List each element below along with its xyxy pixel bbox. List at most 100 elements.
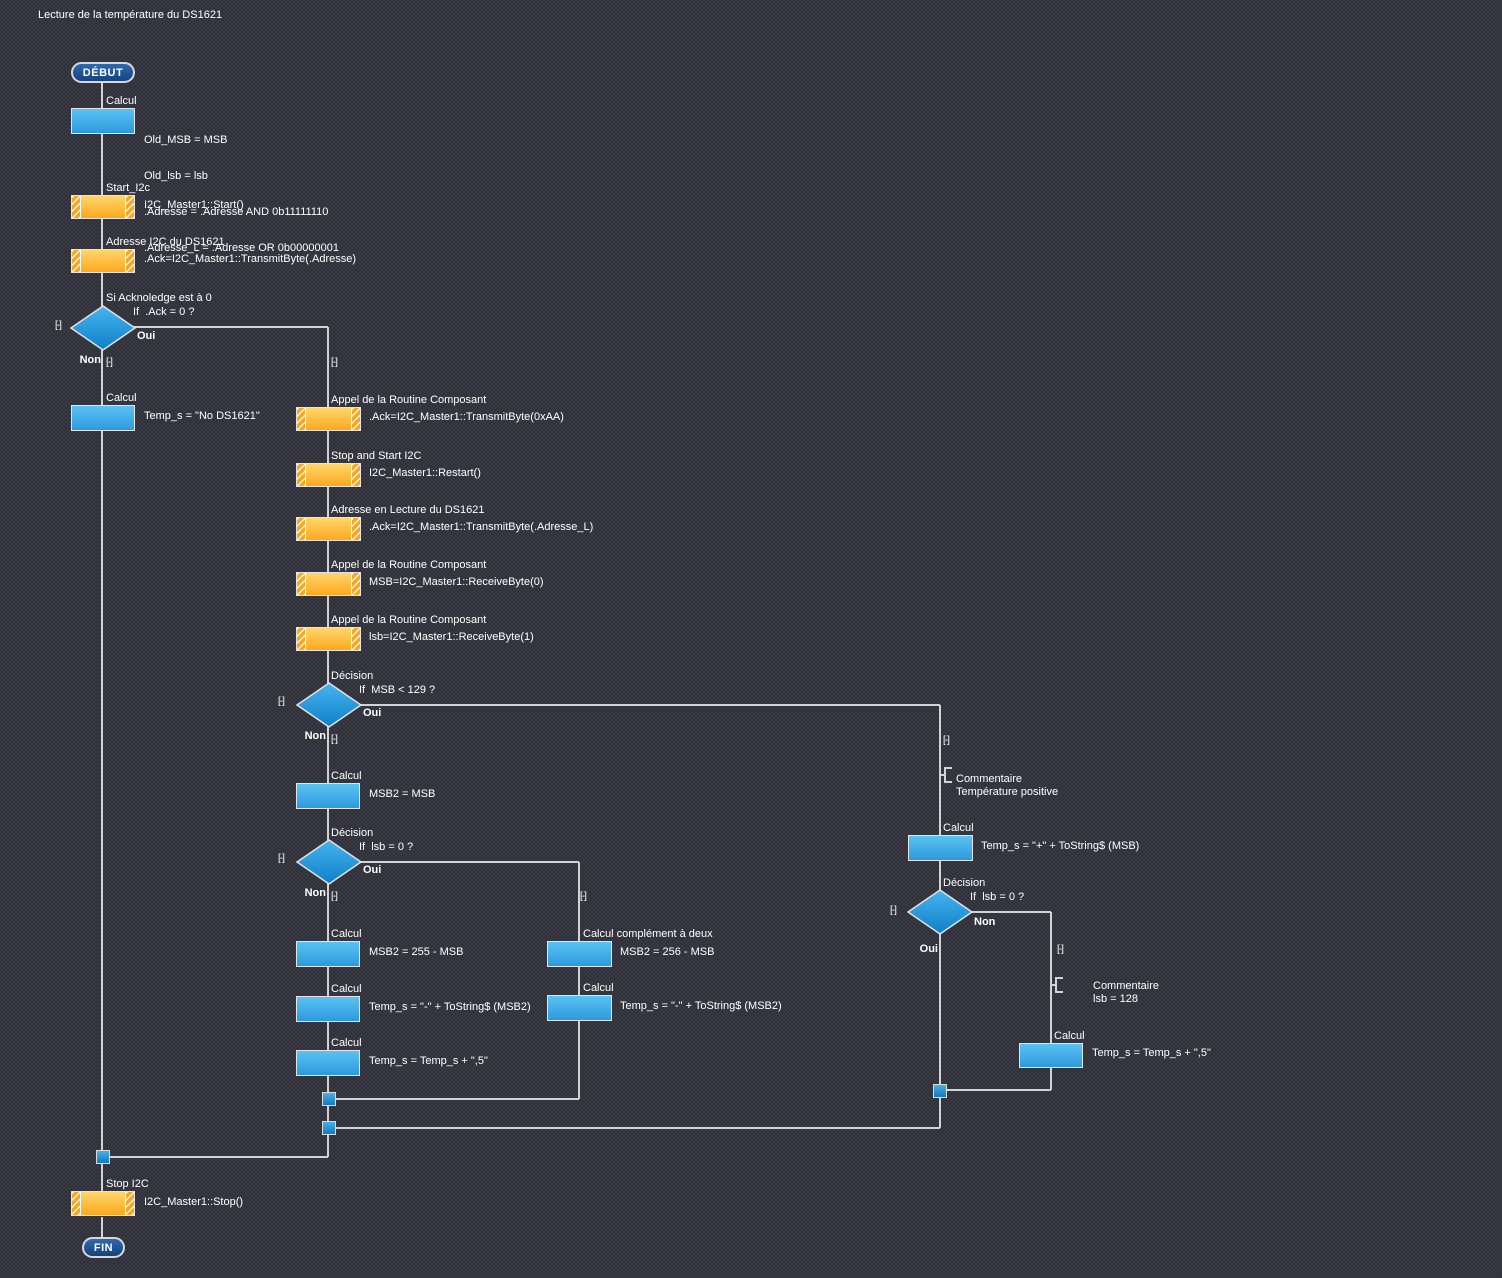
node-label: Calcul — [943, 822, 974, 834]
flow-line — [327, 726, 329, 783]
decision-lsb-neg-diamond[interactable] — [295, 839, 363, 885]
call-aa-box[interactable] — [296, 407, 361, 431]
branch-non: Non — [974, 916, 996, 928]
calc-half-right-box[interactable] — [1019, 1043, 1083, 1068]
flow-line — [327, 487, 329, 518]
node-label: Appel de la Routine Composant — [331, 559, 487, 571]
node-label: Calcul complément à deux — [583, 928, 713, 940]
node-text: Old_MSB = MSB Old_lsb = lsb .Adresse = .… — [144, 110, 339, 278]
calc-half-left-box[interactable] — [296, 1050, 360, 1076]
flow-line — [327, 883, 329, 942]
decision-condition: If MSB < 129 ? — [359, 684, 436, 696]
calc-no-ds-box[interactable] — [71, 405, 135, 431]
collapse-toggle[interactable]: [-] — [580, 891, 587, 902]
decision-condition: If .Ack = 0 ? — [133, 306, 195, 318]
collapse-toggle[interactable]: [-] — [55, 320, 62, 331]
branch-non: Non — [79, 354, 101, 366]
start-terminator[interactable]: DÉBUT — [71, 62, 135, 83]
node-label: Si Acknoledge est à 0 — [106, 292, 212, 304]
decision-condition: If lsb = 0 ? — [970, 891, 1025, 903]
node-label: Appel de la Routine Composant — [331, 614, 487, 626]
node-label: Calcul — [106, 392, 137, 404]
node-text: Temp_s = Temp_s + ",5" — [369, 1055, 488, 1067]
flow-line — [946, 1089, 1051, 1091]
recv-lsb-box[interactable] — [296, 627, 361, 651]
collapse-toggle[interactable]: [-] — [278, 696, 285, 707]
flow-line — [327, 431, 329, 463]
collapse-toggle[interactable]: [-] — [331, 734, 338, 745]
flow-line — [327, 967, 329, 996]
node-text: Temp_s = "+" + ToString$ (MSB) — [981, 840, 1140, 852]
comment-tick — [1051, 984, 1056, 986]
collapse-toggle[interactable]: [-] — [331, 891, 338, 902]
node-text: .Ack=I2C_Master1::TransmitByte(.Adresse) — [144, 253, 357, 265]
decision-condition: If lsb = 0 ? — [359, 841, 414, 853]
flow-line — [327, 541, 329, 573]
end-terminator[interactable]: FIN — [82, 1237, 125, 1258]
flow-line — [939, 705, 941, 836]
stop-i2c-box[interactable] — [71, 1191, 135, 1216]
decision-lsb-pos-diamond[interactable] — [906, 889, 974, 935]
node-text: I2C_Master1::Restart() — [369, 467, 481, 479]
flow-line — [101, 349, 103, 406]
comment-text: Température positive — [956, 786, 1059, 798]
flow-line — [939, 1097, 941, 1128]
decision-msb-diamond[interactable] — [295, 682, 363, 728]
decision-ack-diamond[interactable] — [69, 305, 137, 351]
calc-255-box[interactable] — [296, 941, 360, 967]
comment-tick — [940, 774, 945, 776]
collapse-toggle[interactable]: [-] — [943, 735, 950, 746]
comment-label: Commentaire — [956, 773, 1023, 785]
node-text: MSB2 = 255 - MSB — [369, 946, 464, 958]
comment-text: lsb = 128 — [1093, 993, 1138, 1005]
flow-line — [327, 809, 329, 841]
flow-line — [327, 327, 329, 408]
recv-msb-box[interactable] — [296, 572, 361, 596]
node-label: Stop and Start I2C — [331, 450, 422, 462]
flow-line — [578, 1021, 580, 1099]
collapse-toggle[interactable]: [-] — [278, 853, 285, 864]
calc-neg-str2-box[interactable] — [547, 995, 612, 1021]
comment-icon[interactable] — [1055, 977, 1063, 993]
merge-point — [933, 1084, 947, 1098]
restart-box[interactable] — [296, 463, 361, 487]
addr-read-box[interactable] — [296, 517, 361, 541]
flow-line — [327, 596, 329, 628]
start-i2c-box[interactable] — [71, 195, 135, 219]
calc-neg-str-box[interactable] — [296, 996, 360, 1022]
node-label: Décision — [331, 827, 374, 839]
flow-line — [101, 1217, 103, 1238]
calc-pos-str-box[interactable] — [908, 835, 973, 861]
flow-line — [1050, 912, 1052, 1044]
branch-non: Non — [304, 887, 326, 899]
flow-line-oui-lsb — [360, 861, 579, 863]
merge-point — [96, 1150, 110, 1164]
node-label: Appel de la Routine Composant — [331, 394, 487, 406]
collapse-toggle[interactable]: [-] — [331, 357, 338, 368]
node-label: Calcul — [106, 95, 137, 107]
page-title: Lecture de la température du DS1621 — [38, 9, 223, 21]
flow-line — [336, 1127, 940, 1129]
collapse-toggle[interactable]: [-] — [1057, 944, 1064, 955]
flow-line — [939, 933, 941, 1085]
calc-256-box[interactable] — [547, 941, 612, 967]
addr-i2c-box[interactable] — [71, 249, 135, 273]
node-label: Calcul — [331, 928, 362, 940]
flow-line — [327, 1076, 329, 1093]
collapse-toggle[interactable]: [-] — [106, 357, 113, 368]
node-text: Temp_s = "-" + ToString$ (MSB2) — [620, 1000, 782, 1012]
calc-msb2-box[interactable] — [296, 783, 360, 809]
branch-oui: Oui — [363, 707, 382, 719]
branch-oui: Oui — [919, 943, 938, 955]
calc-line: .Adresse = .Adresse AND 0b11111110 — [144, 206, 329, 218]
flow-line — [327, 651, 329, 684]
flow-line — [1050, 1068, 1052, 1090]
collapse-toggle[interactable]: [-] — [890, 905, 897, 916]
flow-line — [110, 1156, 328, 1158]
calc-init-box[interactable] — [71, 108, 135, 134]
node-text: .Ack=I2C_Master1::TransmitByte(0xAA) — [369, 411, 564, 423]
comment-icon[interactable] — [944, 767, 952, 783]
node-text: MSB2 = 256 - MSB — [620, 946, 715, 958]
flow-line — [336, 1098, 579, 1100]
